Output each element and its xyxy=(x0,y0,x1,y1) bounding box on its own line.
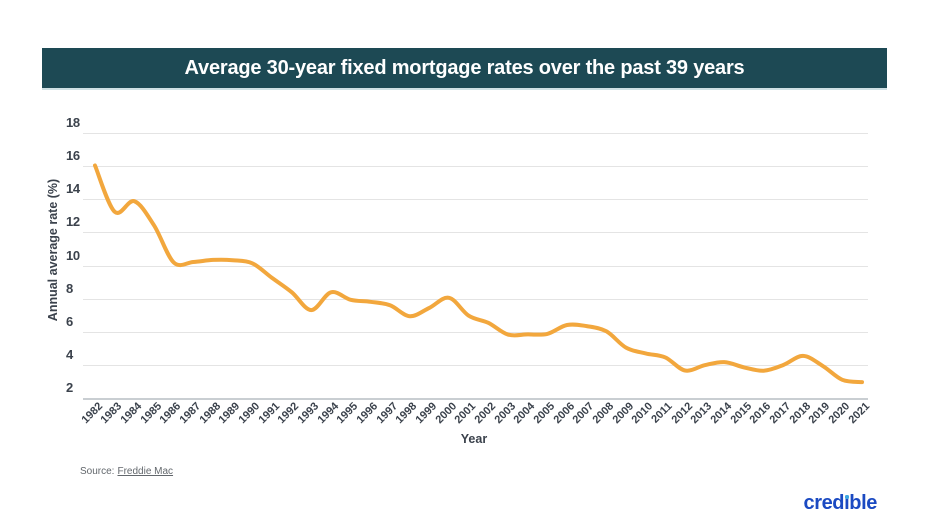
x-tick-label: 1999 xyxy=(413,400,440,427)
chart-title: Average 30-year fixed mortgage rates ove… xyxy=(184,56,745,79)
source-label: Source: xyxy=(80,466,115,477)
x-tick-label: 1996 xyxy=(354,400,381,427)
x-tick-label: 2011 xyxy=(649,400,676,426)
logo-letter-i: ı xyxy=(844,492,850,514)
x-tick-label: 2021 xyxy=(845,400,872,427)
title-banner: Average 30-year fixed mortgage rates ove… xyxy=(42,48,887,88)
gridline xyxy=(83,331,868,333)
x-tick-label: 2017 xyxy=(767,400,794,427)
gridline xyxy=(83,166,868,168)
y-tick-label: 12 xyxy=(66,214,80,230)
logo-text-suffix: ble xyxy=(849,492,877,514)
y-tick-label: 8 xyxy=(66,280,73,296)
x-tick-label: 2020 xyxy=(826,400,853,427)
x-tick-label: 1987 xyxy=(177,400,204,427)
logo-text-prefix: cred xyxy=(803,492,845,514)
y-tick-label: 16 xyxy=(66,148,80,164)
source-link[interactable]: Freddie Mac xyxy=(117,466,174,477)
y-tick-label: 10 xyxy=(66,247,80,263)
gridline xyxy=(83,133,868,134)
gridline xyxy=(83,199,868,201)
y-tick-label: 6 xyxy=(66,313,73,329)
y-axis-title: Annual average rate (%) xyxy=(46,178,60,322)
x-tick-label: 1990 xyxy=(236,400,263,427)
x-tick-label: 1984 xyxy=(118,400,145,427)
gridline xyxy=(83,232,868,234)
gridline xyxy=(83,364,868,366)
source-note: Source: Freddie Mac xyxy=(80,466,173,477)
gridline xyxy=(83,398,868,400)
x-axis-title: Year xyxy=(460,432,488,446)
x-tick-label: 2014 xyxy=(708,400,735,427)
x-tick-label: 2002 xyxy=(472,400,499,427)
gridline xyxy=(83,298,868,300)
rate-line xyxy=(93,163,864,385)
credible-logo[interactable]: credıble xyxy=(803,492,877,514)
y-tick-label: 2 xyxy=(66,380,73,395)
x-tick-label: 2005 xyxy=(531,400,558,427)
y-tick-label: 14 xyxy=(66,181,80,197)
x-tick-label: 1993 xyxy=(295,400,322,427)
y-tick-label: 18 xyxy=(66,115,80,130)
gridline xyxy=(83,265,868,267)
y-tick-label: 4 xyxy=(66,346,73,362)
x-tick-label: 2008 xyxy=(590,400,617,427)
